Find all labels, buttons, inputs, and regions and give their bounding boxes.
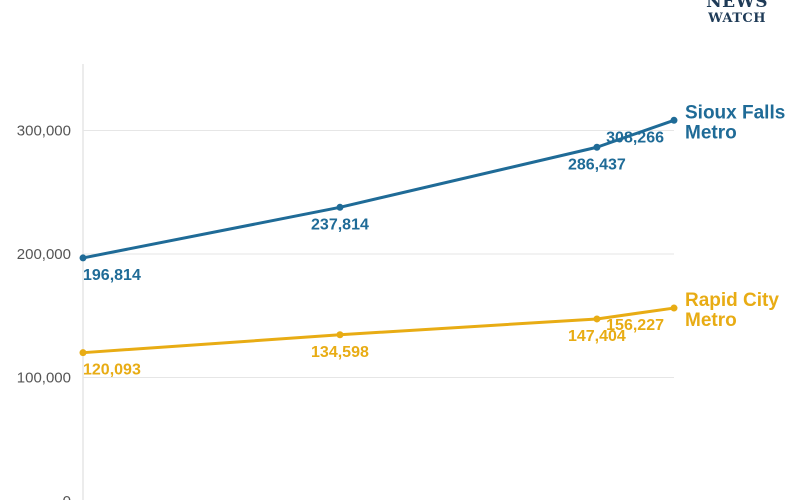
data-point — [593, 143, 601, 151]
data-label: 147,404 — [568, 328, 626, 345]
y-tick-label: 100,000 — [17, 370, 71, 387]
data-point — [336, 203, 344, 211]
y-tick-label: 0 — [63, 493, 71, 500]
data-label: 196,814 — [83, 267, 141, 284]
y-axis-ticks: 0 100,000 200,000 300,000 — [17, 123, 71, 500]
data-label: 237,814 — [311, 216, 369, 233]
series-line — [82, 306, 675, 355]
series-name-label: Metro — [685, 310, 737, 331]
series-line — [82, 118, 675, 260]
gridlines — [82, 64, 674, 500]
data-label: 134,598 — [311, 344, 369, 361]
news-watch-logo: NEWS WATCH — [706, 0, 768, 25]
logo-line-2: WATCH — [708, 11, 767, 26]
data-label: 286,437 — [568, 156, 626, 173]
data-point — [670, 116, 678, 124]
data-point — [593, 315, 601, 323]
data-point — [336, 331, 344, 339]
y-tick-label: 200,000 — [17, 246, 71, 263]
data-point — [670, 304, 678, 312]
data-label: 156,227 — [606, 317, 664, 334]
data-point — [79, 254, 87, 262]
data-label: 120,093 — [83, 362, 141, 379]
series-name-label: Rapid City — [685, 290, 779, 311]
data-point — [79, 349, 87, 357]
series-name-label: Metro — [685, 122, 737, 143]
data-label: 308,266 — [606, 129, 664, 146]
series-1: 196,814 237,814 286,437 308,266 Sioux FallsM… — [79, 102, 785, 284]
logo-line-1: NEWS — [706, 0, 768, 12]
y-tick-label: 300,000 — [17, 123, 71, 140]
series-name-label: Sioux Falls — [685, 102, 785, 123]
